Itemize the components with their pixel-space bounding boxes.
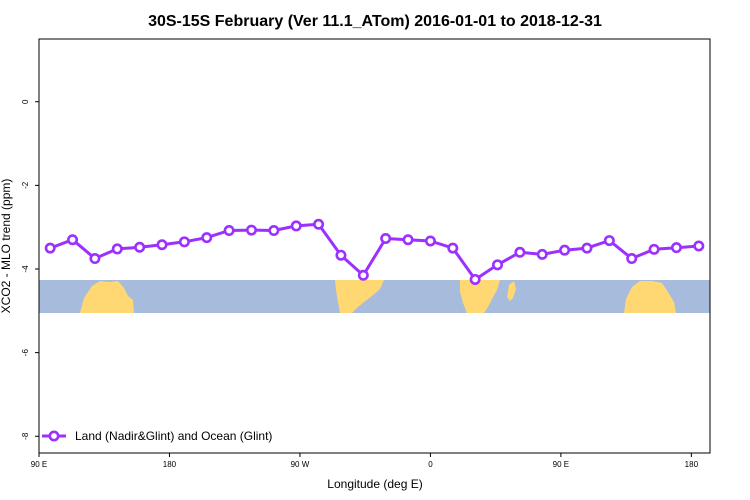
data-point xyxy=(335,249,347,261)
legend: Land (Nadir&Glint) and Ocean (Glint) xyxy=(42,429,272,443)
legend-label: Land (Nadir&Glint) and Ocean (Glint) xyxy=(75,429,272,443)
australia-land xyxy=(80,281,134,313)
x-tick-label: 90 E xyxy=(31,460,47,469)
data-point xyxy=(536,248,548,260)
data-point xyxy=(201,232,213,244)
x-tick-label: 0 xyxy=(428,460,433,469)
data-point xyxy=(603,235,615,247)
y-tick-label: -2 xyxy=(21,181,30,189)
data-point xyxy=(245,224,257,236)
data-point xyxy=(178,236,190,248)
legend-point-marker xyxy=(48,430,60,442)
data-point xyxy=(492,259,504,271)
data-point xyxy=(268,225,280,237)
plot-frame xyxy=(38,38,711,454)
madagascar-land xyxy=(507,281,516,301)
series-line xyxy=(49,222,699,281)
data-point xyxy=(290,220,302,232)
y-tick-label: -4 xyxy=(21,265,30,273)
data-point xyxy=(693,240,705,252)
africa-land xyxy=(460,280,500,313)
data-point xyxy=(514,246,526,258)
data-point xyxy=(67,234,79,246)
x-tick-label: 180 xyxy=(685,460,699,469)
data-point xyxy=(156,239,168,251)
x-axis-label: Longitude (deg E) xyxy=(327,477,422,491)
y-axis-label: XCO2 - MLO trend (ppm) xyxy=(0,179,13,314)
australia-land-east xyxy=(624,281,676,313)
y-axis: 0 -2 -4 -6 -8 xyxy=(21,99,39,440)
chart-title: 30S-15S February (Ver 11.1_ATom) 2016-01… xyxy=(148,13,602,30)
data-point xyxy=(89,253,101,265)
x-axis: 90 E 180 90 W 0 90 E 180 xyxy=(31,453,699,469)
data-point xyxy=(380,232,392,244)
data-point xyxy=(402,234,414,246)
data-point xyxy=(648,243,660,255)
series-layer xyxy=(44,218,705,285)
data-point xyxy=(313,218,325,230)
data-point xyxy=(559,244,571,256)
x-tick-label: 90 E xyxy=(553,460,569,469)
data-point xyxy=(626,253,638,265)
data-point xyxy=(670,242,682,254)
x-tick-label: 90 W xyxy=(291,460,310,469)
data-point xyxy=(447,242,459,254)
data-point xyxy=(424,235,436,247)
world-map-strip xyxy=(39,280,710,313)
data-point xyxy=(111,243,123,255)
data-point xyxy=(223,225,235,237)
y-tick-label: -8 xyxy=(21,432,30,440)
south-america-land xyxy=(335,280,384,313)
x-tick-label: 180 xyxy=(163,460,177,469)
data-point xyxy=(469,273,481,285)
data-point xyxy=(357,269,369,281)
data-point xyxy=(134,241,146,253)
data-point xyxy=(44,242,56,254)
data-point xyxy=(581,242,593,254)
y-tick-label: -6 xyxy=(21,349,30,357)
y-tick-label: 0 xyxy=(21,99,30,104)
